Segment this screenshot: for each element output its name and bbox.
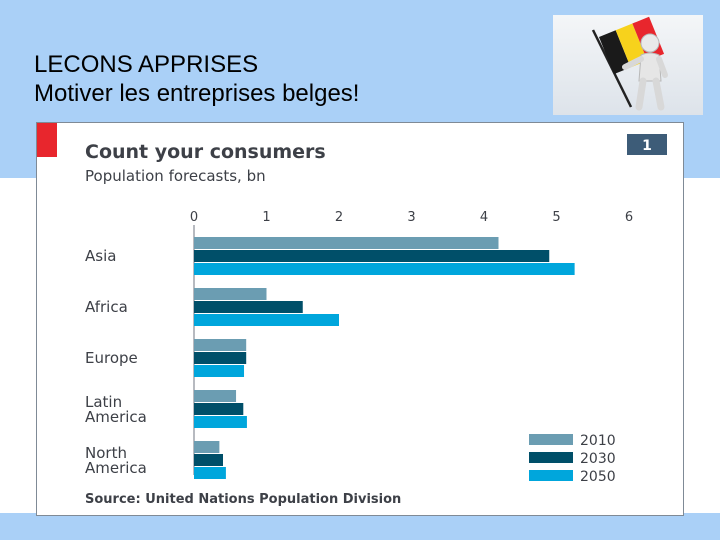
bar-2050 (194, 467, 226, 479)
category-label-line-1: Latin (85, 393, 122, 411)
x-tick-label: 6 (625, 210, 633, 225)
category-label: Africa (85, 298, 128, 316)
chart-source: Source: United Nations Population Divisi… (85, 492, 401, 507)
slide-title-line-1: LECONS APPRISES (34, 51, 259, 78)
flag-picture (553, 15, 703, 115)
footer-band (0, 513, 720, 540)
bar-2030 (194, 403, 244, 415)
category-label-line-2: America (85, 408, 147, 426)
bar-2050 (194, 365, 245, 377)
x-tick-label: 3 (407, 210, 415, 225)
slide-title: LECONS APPRISES Motiver les entreprises … (34, 50, 359, 108)
x-tick-label: 0 (190, 210, 198, 225)
bar-2010 (194, 288, 267, 300)
bar-2050 (194, 314, 339, 326)
category-label: Asia (85, 247, 116, 265)
belgium-flag-figure-icon (591, 16, 668, 111)
legend-label-2050: 2050 (580, 469, 616, 485)
category-label-line-1: North (85, 444, 127, 462)
flag-stripe-black (599, 30, 631, 75)
x-tick-label: 1 (262, 210, 270, 225)
flag-stripe-yellow (615, 23, 648, 68)
bar-2030 (194, 301, 303, 313)
bar-2050 (194, 416, 247, 428)
legend-swatch-2050 (529, 470, 573, 481)
x-tick-label: 2 (335, 210, 343, 225)
x-tick-label: 4 (480, 210, 488, 225)
slide-title-line-2: Motiver les entreprises belges! (34, 80, 360, 107)
category-label-line-2: America (85, 459, 147, 477)
population-chart: Count your consumers Population forecasts… (37, 123, 667, 507)
bar-2010 (194, 390, 237, 402)
chart-badge-label: 1 (642, 138, 652, 154)
bar-2030 (194, 454, 223, 466)
bar-2010 (194, 441, 220, 453)
chart-panel: Count your consumers Population forecasts… (36, 122, 684, 516)
chart-title: Count your consumers (85, 141, 326, 163)
bar-2010 (194, 237, 499, 249)
chart-subtitle: Population forecasts, bn (85, 167, 266, 185)
chart-badge (627, 134, 667, 155)
legend-label-2010: 2010 (580, 433, 616, 449)
x-tick-label: 5 (552, 210, 560, 225)
legend-label-2030: 2030 (580, 451, 616, 467)
bar-2030 (194, 352, 247, 364)
category-label: Europe (85, 349, 138, 367)
chart-accent-block (37, 123, 57, 157)
bar-2050 (194, 263, 575, 275)
legend-swatch-2030 (529, 452, 573, 463)
legend-swatch-2010 (529, 434, 573, 445)
bar-2010 (194, 339, 247, 351)
bar-2030 (194, 250, 550, 262)
